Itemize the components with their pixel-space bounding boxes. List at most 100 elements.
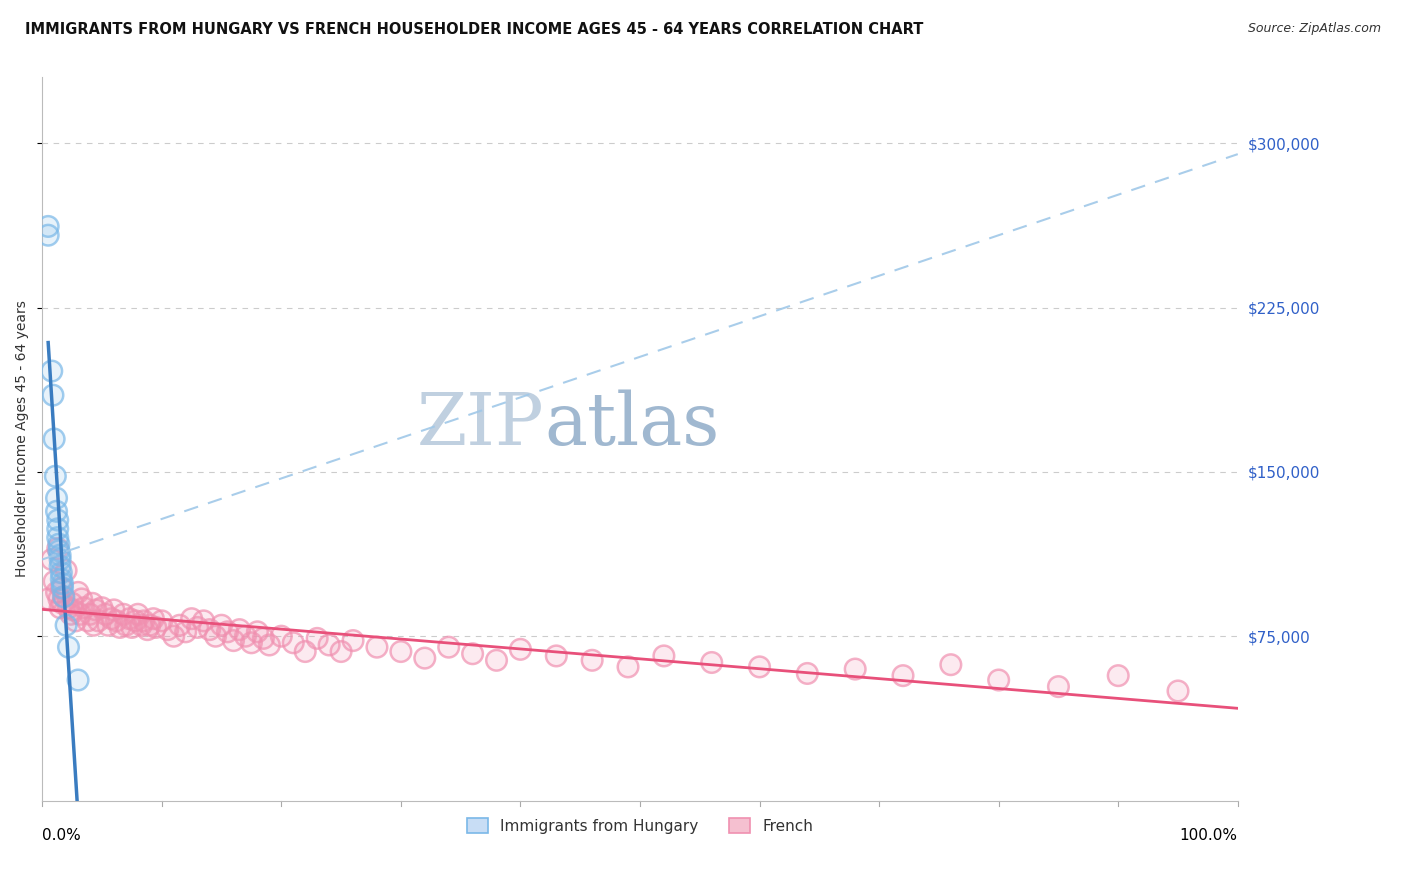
Point (246, 624, 269, 639)
Point (330, 644, 353, 658)
Point (844, 662, 866, 676)
Point (83, 618, 105, 632)
Point (987, 673, 1010, 687)
Point (51, 572, 73, 586)
Point (342, 633, 364, 648)
Point (389, 644, 412, 658)
Point (294, 644, 316, 658)
Point (48, 543, 70, 558)
Point (156, 623, 179, 637)
Text: atlas: atlas (544, 389, 720, 459)
Point (485, 653, 508, 667)
Point (48, 591, 70, 606)
Point (48, 591, 70, 606)
Point (121, 620, 143, 634)
Point (44, 432, 66, 446)
Point (73, 600, 96, 615)
Text: ZIP: ZIP (416, 389, 544, 459)
Point (546, 648, 568, 663)
Point (52, 590, 75, 604)
Point (844, 662, 866, 676)
Point (118, 612, 141, 626)
Point (150, 614, 173, 628)
Point (49, 548, 72, 562)
Point (211, 618, 233, 632)
Point (136, 623, 159, 637)
Point (42, 388, 65, 402)
Point (49, 559, 72, 574)
Point (330, 644, 353, 658)
Point (235, 629, 257, 643)
Point (136, 623, 159, 637)
Point (132, 614, 155, 628)
Point (51, 576, 73, 591)
Point (44, 469, 66, 483)
Point (652, 648, 675, 663)
Point (83, 618, 105, 632)
Point (132, 614, 155, 628)
Point (1047, 680, 1070, 694)
Point (581, 653, 603, 667)
Point (509, 642, 531, 657)
Point (509, 642, 531, 657)
Point (65, 614, 87, 628)
Point (546, 648, 568, 663)
Point (46, 513, 69, 527)
Point (37, 228, 59, 243)
Point (108, 620, 131, 634)
Point (259, 638, 281, 652)
Point (51, 596, 73, 610)
Text: IMMIGRANTS FROM HUNGARY VS FRENCH HOUSEHOLDER INCOME AGES 45 - 64 YEARS CORRELAT: IMMIGRANTS FROM HUNGARY VS FRENCH HOUSEH… (25, 22, 924, 37)
Point (252, 632, 274, 646)
Point (174, 624, 197, 639)
Point (41, 552, 63, 566)
Point (118, 612, 141, 626)
Point (87, 614, 110, 628)
Point (204, 629, 226, 643)
Point (187, 620, 209, 634)
Point (46, 513, 69, 527)
Point (91, 600, 114, 615)
Point (44, 574, 66, 589)
Point (198, 623, 221, 637)
Text: Source: ZipAtlas.com: Source: ZipAtlas.com (1247, 22, 1381, 36)
Point (70, 591, 93, 606)
Point (94, 607, 117, 622)
Point (52, 590, 75, 604)
Point (156, 623, 179, 637)
Point (46, 541, 69, 556)
Point (45, 491, 67, 505)
Point (366, 640, 388, 655)
Point (108, 620, 131, 634)
Point (939, 657, 962, 672)
Point (617, 660, 640, 674)
Point (51, 581, 73, 595)
Point (240, 636, 263, 650)
Point (252, 632, 274, 646)
Point (1107, 668, 1129, 682)
Point (76, 614, 98, 628)
Point (51, 581, 73, 595)
Point (60, 596, 83, 610)
Point (79, 607, 101, 622)
Point (41, 364, 63, 378)
Point (437, 640, 460, 655)
Point (307, 632, 329, 646)
Point (131, 618, 153, 632)
Point (124, 614, 146, 628)
Point (97, 618, 120, 632)
Point (700, 656, 723, 670)
Point (228, 623, 250, 637)
Point (121, 620, 143, 634)
Point (124, 614, 146, 628)
Point (45, 504, 67, 518)
Point (49, 600, 72, 615)
Point (42, 388, 65, 402)
Point (55, 618, 77, 632)
Point (45, 585, 67, 599)
Point (45, 504, 67, 518)
Point (59, 607, 82, 622)
Point (82, 596, 104, 610)
Point (51, 581, 73, 595)
Point (1047, 680, 1070, 694)
